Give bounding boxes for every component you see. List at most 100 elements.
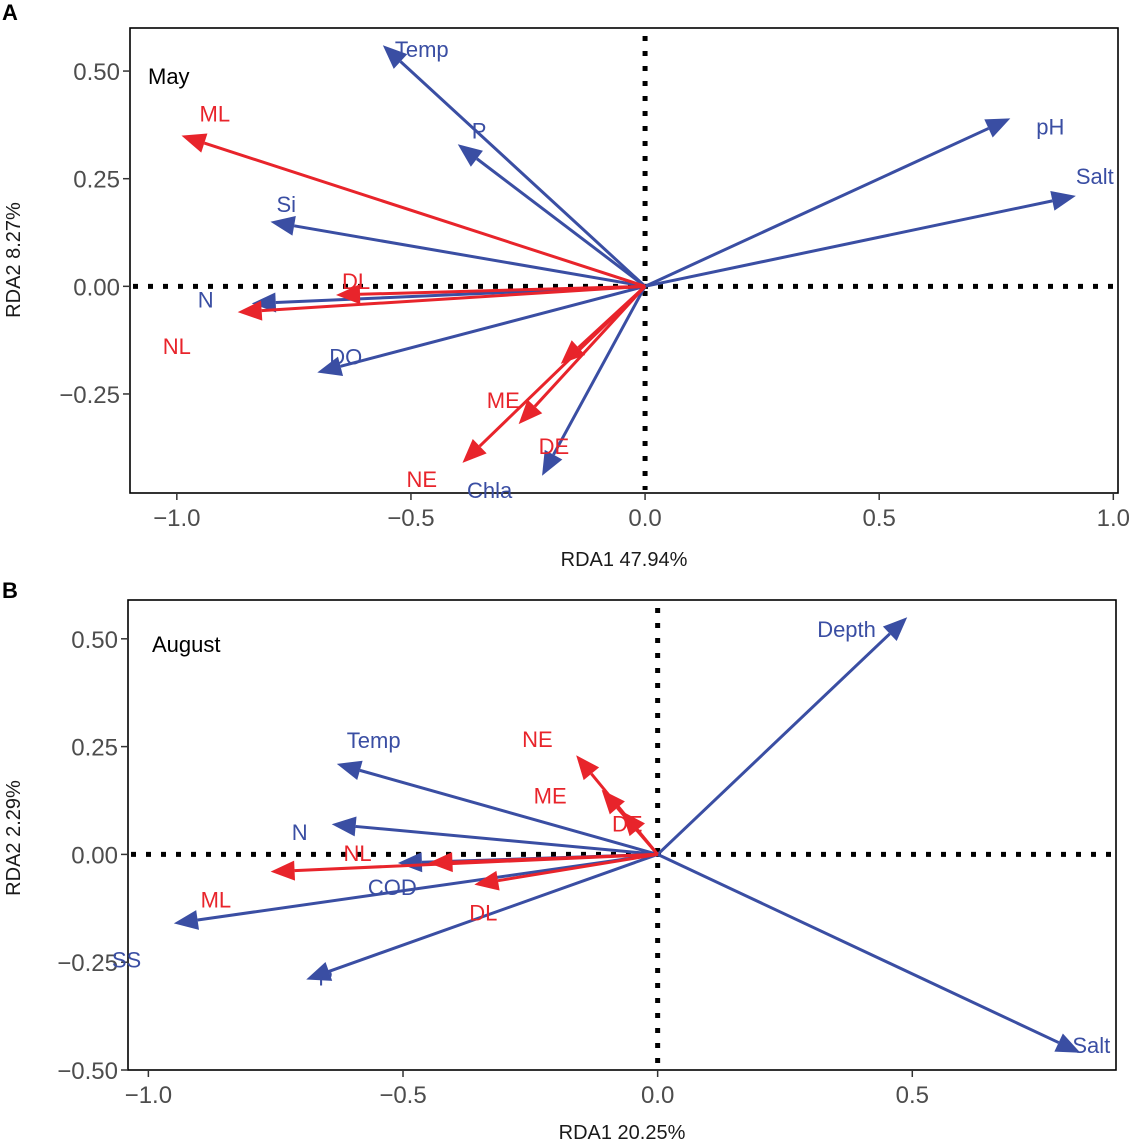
vector-temp-arrowhead	[382, 45, 408, 69]
y-tick-label: 0.50	[71, 627, 118, 654]
vector-si-line	[293, 224, 646, 288]
vector-p-line	[475, 157, 646, 288]
vector-salt-arrowhead	[1054, 1033, 1081, 1053]
vector-p-arrowhead	[457, 144, 483, 167]
panel-a: A May RDA1 47.94% RDA2 8.27% −1.0 −0.5 0.0…	[2, 0, 1130, 571]
y-tick-label: −0.25	[59, 382, 120, 409]
panel-a-label: A	[2, 0, 18, 25]
vector-salt-label: Salt	[1072, 1033, 1110, 1058]
vector-n-line	[355, 824, 658, 856]
vector-cod-arrowhead	[397, 852, 423, 873]
vector-salt-label: Salt	[1076, 164, 1114, 189]
vector-temp-arrowhead	[336, 760, 363, 780]
vector-de-line	[533, 285, 647, 408]
vector-do-arrowhead	[317, 356, 344, 377]
y-tick-label: 0.50	[73, 59, 120, 86]
vector-salt-arrowhead	[1050, 191, 1076, 211]
vector-salt-line	[644, 199, 1053, 288]
vector-chla-label: Chla	[467, 478, 513, 503]
x-tick-label: −0.5	[387, 505, 434, 532]
vector-de-label: DE	[612, 811, 643, 836]
vector-depth-line	[656, 632, 891, 856]
vector-de-arrowhead	[622, 811, 645, 837]
x-tick-label: −1.0	[153, 505, 200, 532]
x-tick-label: 0.5	[896, 1082, 929, 1109]
vector-ph-line	[644, 127, 990, 288]
x-tick-label: −1.0	[125, 1082, 172, 1109]
vector-salt-line	[657, 853, 1060, 1044]
vector-ne-label: NE	[406, 467, 437, 492]
panel-b: B August RDA1 20.25% RDA2 2.29% −1.0 −0.5…	[2, 578, 1117, 1141]
vector-cod-label: COD	[368, 875, 417, 900]
x-tick-label: 0.0	[628, 505, 661, 532]
vector-depth-label: Depth	[817, 617, 876, 642]
vector-ml-arrowhead	[270, 860, 296, 881]
panel-b-reference-lines	[131, 608, 1113, 1067]
vector-do-line	[340, 284, 646, 368]
y-tick-label: −0.25	[57, 950, 118, 977]
panel-b-annotation: August	[152, 632, 221, 657]
vector-temp-label: Temp	[347, 728, 401, 753]
vector-dl-line	[359, 284, 646, 296]
vector-nl-arrowhead	[428, 852, 453, 873]
vector-p-label: P	[472, 118, 487, 143]
panel-a-xticks: −1.0 −0.5 0.0 0.5 1.0	[153, 493, 1130, 532]
vector-temp-label: Temp	[395, 37, 449, 62]
vector-me-label: ME	[534, 784, 567, 809]
vector-me-arrowhead	[560, 340, 586, 364]
vector-nl-label: NL	[343, 841, 371, 866]
vector-chla-line	[552, 285, 647, 456]
vector-ne-arrowhead	[462, 438, 487, 463]
vector-nl-arrowhead	[237, 300, 263, 321]
vector-p-line	[328, 852, 659, 973]
panel-b-label: B	[2, 578, 18, 603]
x-tick-label: 1.0	[1097, 505, 1130, 532]
x-tick-label: 0.0	[641, 1082, 674, 1109]
vector-nl-label: NL	[163, 334, 191, 359]
vector-ml-line	[294, 852, 658, 873]
vector-n-label: N	[198, 288, 214, 313]
vector-chla-arrowhead	[542, 449, 563, 476]
vector-ne-line	[478, 285, 647, 448]
panel-a-yticks: −0.25 0.00 0.25 0.50	[59, 59, 130, 409]
vector-temp-line	[359, 768, 659, 856]
panel-a-annotation: May	[148, 64, 190, 89]
y-tick-label: 0.00	[71, 842, 118, 869]
vector-me-arrowhead	[601, 789, 625, 815]
panel-a-frame	[129, 27, 1119, 494]
vector-p-arrowhead	[306, 961, 333, 981]
vector-dl-arrowhead	[474, 870, 500, 891]
panel-b-xlabel: RDA1 20.25%	[559, 1122, 686, 1141]
vector-n-label: N	[292, 820, 308, 845]
y-tick-label: 0.25	[73, 167, 120, 194]
vector-n-arrowhead	[331, 816, 357, 837]
y-tick-label: 0.00	[73, 274, 120, 301]
panel-a-ylabel: RDA2 8.27%	[3, 202, 25, 318]
vector-ml-arrowhead	[181, 133, 208, 153]
panel-b-ylabel: RDA2 2.29%	[3, 780, 25, 896]
panel-b-frame	[127, 599, 1117, 1071]
vector-ss-line	[197, 852, 658, 922]
vector-ph-arrowhead	[984, 118, 1011, 138]
x-tick-label: 0.5	[863, 505, 896, 532]
vector-ss-label: SS	[112, 947, 141, 972]
vector-do-label: DO	[329, 344, 362, 369]
vector-de-label: DE	[539, 434, 570, 459]
vector-dl-line	[497, 852, 658, 883]
vector-ph-label: pH	[1036, 114, 1064, 139]
vector-de-line	[636, 828, 659, 856]
vector-me-label: ME	[487, 388, 520, 413]
y-tick-label: 0.25	[71, 735, 118, 762]
panel-a-vectors: Temp P pH Salt Si N DO Chla ML DL NL ME DE NE	[163, 37, 1114, 503]
vector-p-label: P	[318, 965, 333, 990]
vector-si-label: Si	[276, 192, 296, 217]
x-tick-label: −0.5	[379, 1082, 426, 1109]
vector-dl-label: DL	[469, 901, 497, 926]
vector-de-arrowhead	[518, 399, 543, 425]
vector-nl-line	[261, 284, 646, 313]
vector-temp-line	[399, 60, 647, 288]
panel-b-yticks: −0.50 −0.25 0.00 0.25 0.50	[57, 627, 128, 1085]
vector-ne-label: NE	[522, 727, 553, 752]
y-tick-label: −0.50	[57, 1058, 118, 1085]
panel-b-vectors: Depth Temp N COD SS P Salt NE ME DE NL ML DL	[112, 617, 1110, 1058]
